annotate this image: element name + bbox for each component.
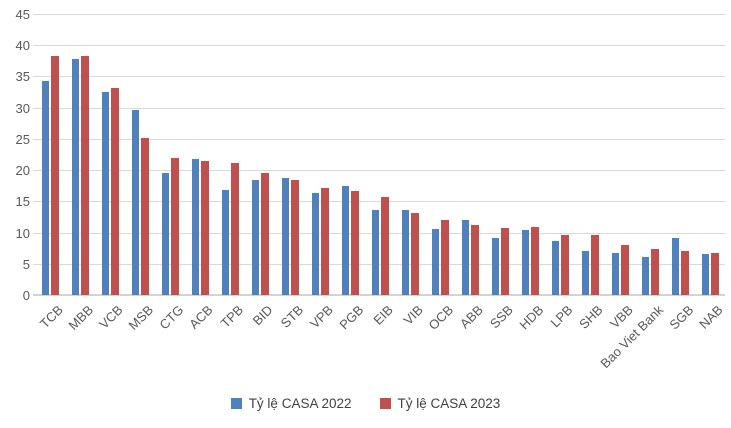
bar-2022-TCB [41, 80, 49, 295]
bar-2022-HDB [521, 230, 529, 295]
legend-label-2023: Tỷ lệ CASA 2023 [397, 396, 501, 411]
x-axis-label-BID: BID [249, 302, 276, 329]
x-axis-label-PGB: PGB [335, 302, 366, 333]
y-axis-tick-label: 35 [15, 69, 30, 85]
bar-2023-EIB [381, 196, 389, 295]
bar-2022-NAB [701, 254, 709, 295]
gridline-5 [33, 263, 725, 265]
bar-2022-MBB [71, 58, 79, 295]
gridline-35 [33, 76, 725, 78]
x-axis-label-TPB: TPB [217, 302, 246, 331]
x-axis-label-EIB: EIB [370, 302, 396, 328]
bar-2023-SGB [681, 250, 689, 295]
bar-2023-SHB [591, 235, 599, 295]
x-axis-label-TCB: TCB [36, 302, 66, 332]
x-axis-label-MBB: MBB [65, 302, 96, 333]
x-axis-line [33, 294, 725, 296]
y-axis-tick-label: 0 [22, 288, 30, 303]
bar-2023-ABB [471, 225, 479, 295]
x-axis-label-STB: STB [277, 302, 306, 331]
bar-2023-MSB [141, 137, 149, 295]
bar-2022-Bao-Viet-Bank [641, 256, 649, 295]
bar-2023-SSB [501, 227, 509, 295]
bar-2022-SGB [671, 237, 679, 295]
bar-2022-BID [251, 180, 259, 295]
x-axis-label-VCB: VCB [96, 302, 126, 332]
bar-2022-TPB [221, 190, 229, 295]
x-axis-label-SSB: SSB [486, 302, 516, 332]
x-axis-label-SGB: SGB [665, 302, 696, 333]
bar-2022-VCB [101, 92, 109, 295]
x-axis-label-OCB: OCB [425, 302, 456, 333]
y-axis-tick-label: 30 [15, 100, 30, 116]
bar-2023-VIB [411, 212, 419, 295]
bar-2023-BID [261, 173, 269, 295]
bar-2023-TPB [231, 163, 239, 295]
bar-2022-MSB [131, 109, 139, 295]
bar-2023-NAB [711, 252, 719, 295]
bar-2023-Bao-Viet-Bank [651, 249, 659, 295]
bar-2023-PGB [351, 190, 359, 295]
bar-2023-VPB [321, 188, 329, 295]
bar-2023-TCB [51, 55, 59, 295]
gridline-45 [33, 14, 725, 15]
gridline-25 [33, 138, 725, 140]
bar-2022-SSB [491, 237, 499, 295]
gridline-30 [33, 107, 725, 109]
y-axis-tick-label: 5 [22, 256, 30, 272]
gridline-40 [33, 45, 725, 47]
chart-legend: Tỷ lệ CASA 2022 Tỷ lệ CASA 2023 [0, 396, 731, 411]
bar-2022-LPB [551, 240, 559, 295]
bar-2022-OCB [431, 229, 439, 295]
bar-2023-VCB [111, 88, 119, 295]
legend-item-2022: Tỷ lệ CASA 2022 [230, 396, 352, 411]
x-axis-label-VIB: VIB [400, 302, 426, 328]
bar-2022-VBB [611, 252, 619, 295]
legend-swatch-2023-icon [379, 398, 391, 409]
x-axis-label-NAB: NAB [696, 302, 726, 332]
bar-2022-EIB [371, 210, 379, 295]
bar-2022-PGB [341, 186, 349, 295]
x-axis-label-MSB: MSB [125, 302, 156, 333]
gridline-10 [33, 232, 725, 234]
bar-2022-SHB [581, 250, 589, 295]
y-axis-tick-label: 15 [15, 194, 30, 210]
y-axis-tick-label: 45 [15, 7, 30, 22]
x-axis-label-LPB: LPB [547, 302, 576, 331]
bar-2023-HDB [531, 226, 539, 295]
bar-2023-CTG [171, 157, 179, 295]
bar-2022-VIB [401, 210, 409, 295]
y-axis-tick-label: 40 [15, 38, 30, 54]
bar-2023-STB [291, 180, 299, 295]
legend-label-2022: Tỷ lệ CASA 2022 [248, 396, 352, 411]
bar-2022-ABB [461, 220, 469, 295]
legend-item-2023: Tỷ lệ CASA 2023 [379, 396, 501, 411]
bar-2023-MBB [81, 56, 89, 295]
gridline-15 [33, 201, 725, 203]
x-axis-label-SHB: SHB [576, 302, 606, 332]
x-axis-label-CTG: CTG [155, 302, 186, 333]
x-axis-label-ACB: ACB [186, 302, 216, 332]
x-axis-label-VPB: VPB [306, 302, 336, 332]
bar-2022-ACB [191, 158, 199, 295]
bar-2022-STB [281, 177, 289, 295]
y-axis-tick-label: 20 [15, 163, 30, 179]
gridline-20 [33, 170, 725, 172]
legend-swatch-2022-icon [230, 398, 242, 409]
bar-2022-CTG [161, 173, 169, 295]
bar-2023-OCB [441, 220, 449, 295]
y-axis-tick-label: 10 [15, 225, 30, 241]
bar-2023-LPB [561, 235, 569, 295]
y-axis-tick-label: 25 [15, 131, 30, 147]
bar-2023-ACB [201, 160, 209, 295]
bar-2023-VBB [621, 245, 629, 295]
bar-2022-VPB [311, 192, 319, 295]
x-axis-label-ABB: ABB [456, 302, 486, 332]
x-axis-label-HDB: HDB [515, 302, 546, 333]
